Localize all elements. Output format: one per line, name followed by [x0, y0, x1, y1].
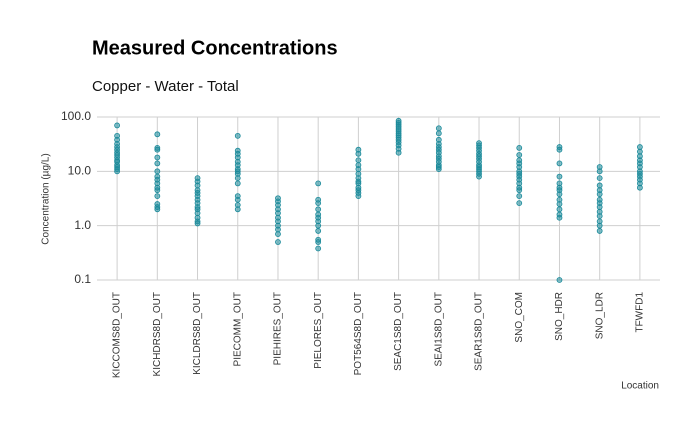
data-point	[636, 184, 643, 191]
data-point	[355, 166, 362, 172]
x-tick-label: KICCOMS8D_OUT	[112, 292, 123, 378]
data-point	[596, 182, 603, 189]
x-tick-label: SEAC1S8D_OUT	[393, 292, 404, 371]
data-point	[435, 125, 442, 132]
data-point	[315, 239, 322, 245]
chart-subtitle: Copper - Water - Total	[92, 78, 239, 95]
data-point	[315, 200, 322, 207]
x-tick-label: POT564S8D_OUT	[353, 292, 364, 375]
data-point	[556, 206, 563, 213]
data-point	[234, 132, 241, 139]
data-point	[596, 228, 603, 234]
x-tick-label: PIEHIRES_OUT	[273, 292, 284, 365]
data-point	[154, 193, 161, 200]
data-point	[275, 239, 281, 245]
data-point	[234, 180, 241, 187]
data-point	[556, 191, 563, 198]
data-point	[154, 131, 161, 138]
data-point	[114, 122, 121, 129]
data-point	[556, 173, 563, 180]
data-point	[596, 168, 603, 175]
data-point	[556, 146, 563, 153]
x-tick-label: PIECOMM_OUT	[232, 292, 243, 366]
data-point	[234, 196, 241, 203]
data-point	[395, 149, 402, 156]
data-point	[234, 175, 241, 182]
x-tick-label: SEAI1S8D_OUT	[433, 292, 444, 366]
x-tick-label: TFWFD1	[635, 292, 646, 333]
data-point	[154, 160, 161, 167]
x-tick-label: SNO_LDR	[594, 292, 605, 339]
data-point	[234, 206, 241, 213]
data-point	[154, 187, 161, 194]
x-tick-label: PIELORES_OUT	[313, 292, 324, 369]
data-point	[194, 182, 201, 189]
data-point	[315, 206, 322, 213]
data-point	[516, 144, 523, 151]
y-axis-label: Concentration (µg/L)	[41, 153, 52, 244]
x-tick-label: SNO_COM	[514, 292, 525, 343]
data-point	[355, 193, 362, 200]
data-point	[516, 193, 523, 200]
data-point	[154, 154, 161, 161]
data-point	[596, 222, 603, 229]
data-point	[315, 222, 322, 229]
data-point	[516, 152, 523, 158]
y-tick-label: 1.0	[74, 218, 91, 232]
data-point	[315, 245, 322, 252]
y-tick-label: 0.1	[74, 272, 91, 286]
data-point	[596, 175, 603, 182]
data-point	[355, 157, 362, 164]
data-point	[596, 191, 603, 198]
data-point	[355, 150, 362, 157]
data-point	[315, 228, 322, 234]
x-tick-label: KICLDRS8D_OUT	[192, 292, 203, 375]
data-point	[154, 168, 161, 175]
x-tick-label: SEAR1S8D_OUT	[474, 292, 485, 371]
data-point	[476, 173, 482, 180]
data-point	[596, 213, 603, 219]
data-point	[556, 277, 563, 283]
data-point	[154, 206, 161, 213]
data-point	[154, 146, 161, 153]
data-point	[315, 180, 322, 187]
x-tick-label: SNO_HDR	[554, 292, 565, 341]
data-point	[556, 214, 563, 221]
data-point	[114, 168, 121, 175]
chart-title: Measured Concentrations	[92, 37, 338, 59]
y-tick-label: 10.0	[68, 164, 92, 178]
data-point	[194, 220, 201, 227]
data-point	[556, 160, 563, 167]
data-point	[435, 130, 442, 137]
y-tick-label: 100.0	[61, 109, 91, 123]
x-axis-label: Location	[621, 381, 659, 392]
data-point	[275, 231, 281, 237]
data-point	[556, 201, 563, 207]
data-point	[516, 187, 523, 194]
data-point	[596, 204, 603, 210]
data-point	[435, 166, 442, 172]
data-point	[516, 200, 523, 207]
x-tick-label: KICHDRS8D_OUT	[152, 292, 163, 376]
